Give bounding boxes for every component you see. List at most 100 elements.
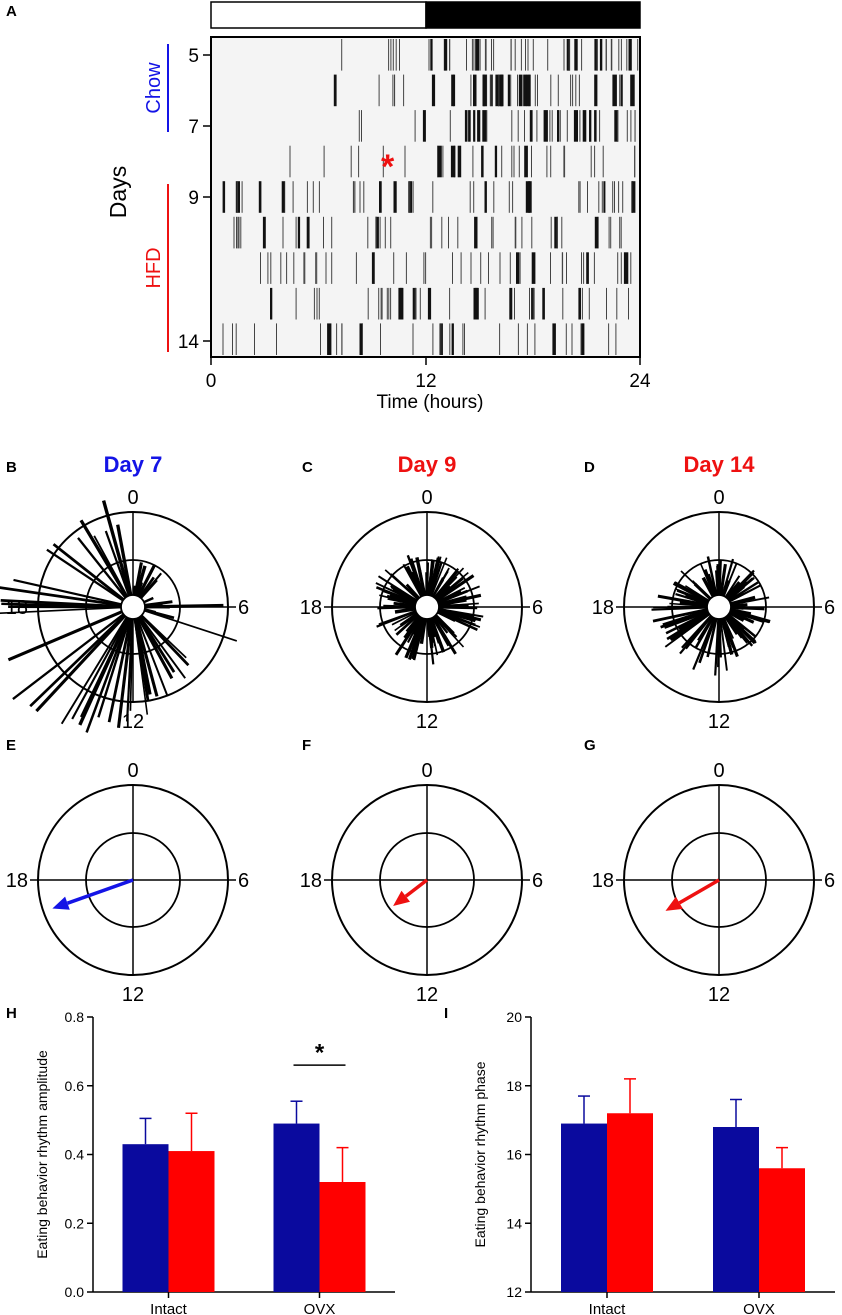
activity-spoke	[438, 595, 467, 606]
activity-bout	[423, 252, 425, 284]
activity-bout	[390, 216, 392, 249]
activity-bout	[552, 323, 556, 355]
activity-bout	[537, 74, 538, 107]
activity-bout	[581, 39, 583, 71]
activity-bout	[601, 181, 603, 213]
activity-bout	[578, 287, 581, 320]
activity-spoke	[116, 618, 134, 728]
activity-bout	[518, 74, 523, 107]
activity-bout	[524, 145, 528, 178]
activity-spoke	[133, 618, 149, 715]
activity-bout	[630, 252, 632, 284]
activity-bout	[380, 287, 382, 320]
activity-spoke	[726, 571, 754, 600]
activity-bout	[393, 181, 397, 213]
activity-spoke	[138, 576, 155, 598]
rose-plot: 0 12 6 18	[592, 487, 835, 733]
rose-plots: 0 12 6 18 0 12 6 18 0 12 6 18	[0, 487, 835, 733]
activity-spoke	[101, 500, 132, 596]
panel-label-f: F	[302, 737, 311, 754]
y-tick-label: 0.0	[65, 1284, 85, 1300]
phase-vector	[404, 878, 429, 898]
activity-bout	[350, 145, 352, 178]
light-phase-bar	[210, 1, 427, 29]
activity-spoke	[726, 614, 745, 632]
activity-bout	[524, 110, 525, 142]
activity-bout	[580, 323, 582, 355]
activity-bout	[579, 181, 581, 213]
activity-bout	[470, 74, 472, 107]
vector-plots: 0 12 6 18 0 12 6 18 0 12 6 18	[6, 760, 835, 1006]
activity-bout	[352, 181, 354, 213]
activity-bout	[451, 74, 456, 107]
activity-bout	[498, 74, 500, 107]
activity-bout	[570, 74, 572, 107]
activity-spoke	[727, 576, 755, 601]
activity-bout	[529, 287, 530, 320]
activity-bout	[341, 39, 343, 71]
activity-spoke	[389, 573, 419, 600]
phase-vector-arrowhead	[665, 896, 683, 911]
activity-bout	[562, 252, 564, 284]
activity-spoke	[13, 578, 122, 606]
activity-spoke	[437, 585, 480, 604]
activity-bout	[315, 252, 317, 284]
activity-bout	[468, 110, 471, 142]
activity-bout	[575, 74, 577, 107]
y-tick-label: 9	[188, 188, 199, 209]
activity-bout	[529, 110, 533, 142]
activity-bout	[449, 110, 451, 142]
activity-spoke	[413, 617, 423, 635]
activity-bout	[405, 252, 407, 284]
activity-bout	[579, 110, 581, 142]
activity-spoke	[389, 593, 417, 605]
y-tick-label: 7	[188, 117, 199, 138]
activity-bout	[550, 74, 552, 107]
activity-bout	[312, 181, 314, 213]
activity-bout	[603, 181, 606, 213]
activity-bout	[596, 39, 598, 71]
activity-bout	[449, 39, 451, 71]
activity-bout	[457, 216, 459, 249]
activity-bout	[620, 252, 622, 284]
activity-spoke	[135, 581, 144, 597]
activity-bout	[469, 181, 471, 213]
activity-bout	[549, 110, 551, 142]
activity-bout	[562, 287, 564, 320]
activity-spoke	[730, 603, 748, 608]
activity-spoke	[52, 543, 125, 601]
actogram-x-label: Time (hours)	[377, 392, 484, 413]
hour-label-right: 6	[238, 597, 249, 619]
activity-bout	[362, 323, 363, 355]
phase-vector-arrowhead	[52, 896, 70, 910]
activity-spoke	[701, 576, 715, 598]
activity-spoke	[721, 558, 735, 596]
significance-marker: *	[315, 1039, 325, 1066]
activity-bout	[474, 216, 478, 249]
activity-spoke	[137, 564, 157, 597]
bar	[713, 1127, 759, 1292]
activity-bout	[323, 216, 324, 249]
activity-spoke	[429, 617, 441, 644]
panel-label-b: B	[6, 459, 17, 476]
vector-plot: 0 12 6 18	[592, 760, 835, 1006]
activity-bout	[598, 181, 600, 213]
activity-bout	[606, 287, 607, 320]
activity-bout	[382, 145, 384, 178]
activity-bout	[470, 252, 472, 284]
activity-bout	[412, 287, 417, 320]
activity-spoke	[427, 559, 433, 596]
activity-bout	[355, 252, 357, 284]
activity-bout	[516, 252, 520, 284]
activity-spoke	[692, 617, 716, 671]
activity-bout	[581, 252, 582, 284]
activity-bout	[481, 145, 484, 178]
activity-spoke	[107, 618, 132, 723]
activity-bout	[634, 110, 636, 142]
bar	[561, 1123, 607, 1292]
activity-spoke	[433, 615, 449, 634]
activity-bout	[295, 216, 297, 249]
x-tick-label: 24	[629, 371, 651, 392]
activity-bout	[414, 110, 416, 142]
hour-label-top: 0	[713, 760, 724, 782]
